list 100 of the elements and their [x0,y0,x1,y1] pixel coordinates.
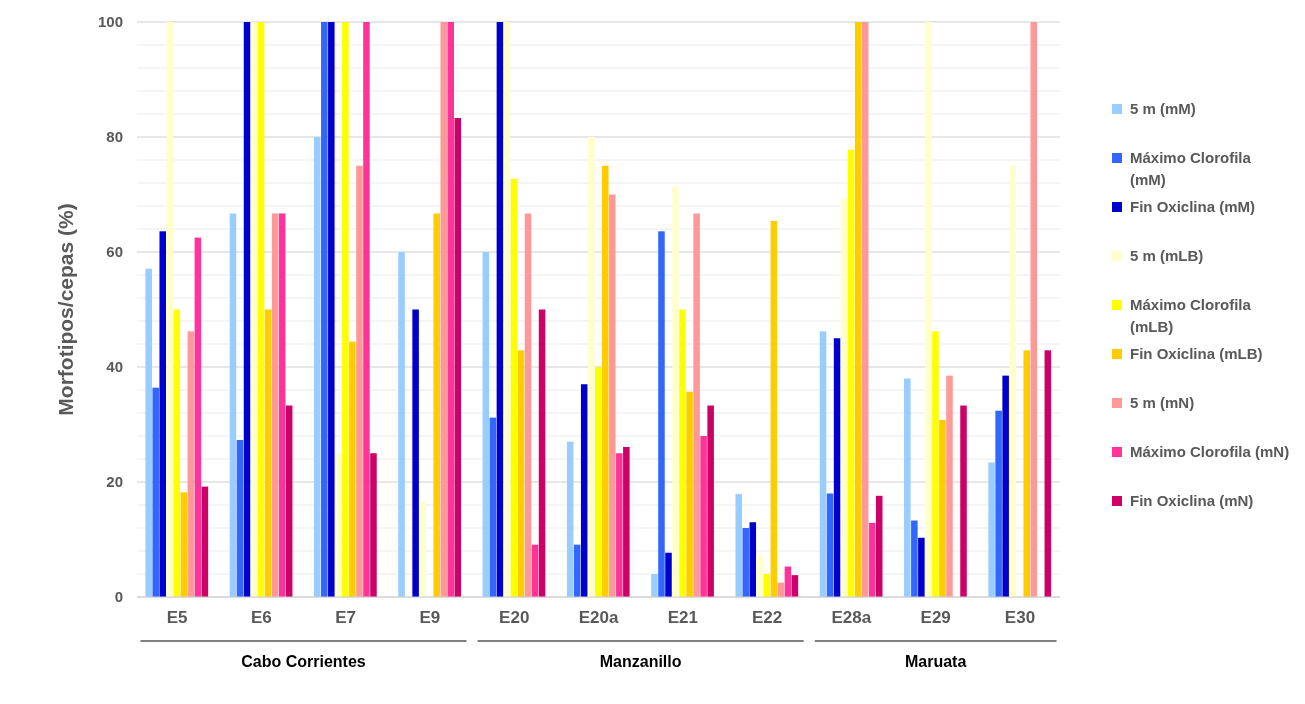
bar [236,440,244,597]
legend-label: Fin Oxiclina (mN) [1130,492,1254,509]
bar [152,387,159,597]
bar [602,165,609,597]
bar [1030,22,1038,597]
bar [911,520,918,597]
bar [447,22,454,597]
bar [686,391,693,597]
bar [166,22,174,597]
bar [159,231,166,597]
bar [749,522,757,597]
legend-label: Fin Oxiclina (mM) [1130,198,1256,215]
bar [875,495,883,597]
bar [995,410,1002,597]
bar [840,199,848,597]
bar [187,331,195,597]
bar [229,213,237,597]
bar [580,384,588,597]
bar [1044,350,1052,597]
bar [932,331,939,597]
x-tick-label: E5 [166,608,188,628]
bar [370,453,377,597]
bar [419,500,426,597]
bar [700,436,707,597]
bar [517,350,525,597]
bar [180,492,188,597]
bar [679,309,686,597]
bar [573,544,581,597]
bar [616,453,623,597]
bar [194,237,202,597]
bar [503,22,511,597]
bar [314,137,321,597]
bar [833,338,841,597]
bar [1023,350,1030,597]
bar [328,22,335,597]
bar [1009,165,1016,597]
bar [524,213,532,597]
bar [707,405,714,597]
bar [988,462,995,597]
bar [854,22,862,597]
bar [342,22,349,597]
bar [939,419,946,597]
bar [489,417,497,597]
bar [173,309,181,597]
bar [412,309,419,597]
bar [868,522,876,597]
legend-label: Máximo Clorofila (mN) [1130,443,1290,460]
y-tick-label: 80 [106,128,123,146]
bar [321,22,328,597]
y-tick-label: 60 [106,243,123,261]
bar [594,367,602,597]
bar [201,486,209,597]
y-tick-label: 0 [114,588,123,606]
legend-label: Fin Oxiclina (mLB) [1130,345,1263,362]
bar [531,544,539,597]
bar [243,22,251,597]
bar [861,22,869,597]
bar [693,213,700,597]
bar [433,213,440,597]
bar [145,268,152,597]
bar [398,252,405,597]
y-tick-label: 20 [106,473,123,491]
bar [826,493,834,597]
bar [651,574,658,597]
bar [960,405,967,597]
y-tick-label: 40 [106,358,123,376]
bar [1002,375,1009,597]
bar [264,309,272,597]
bar [946,375,953,597]
bar [335,453,342,597]
bar [496,22,504,597]
bar [278,213,286,597]
bar [250,22,258,597]
bar [742,528,750,597]
bar [587,137,595,597]
bar [770,220,778,597]
bar [538,309,546,597]
x-tick-label: E20a [578,608,619,628]
bar [510,178,518,597]
x-tick-label: E21 [667,608,698,628]
bar [285,405,293,597]
bar [918,537,925,597]
x-tick-label: E22 [751,608,783,628]
bar [904,378,911,597]
x-tick-label: E9 [419,608,441,628]
bar [566,441,574,597]
legend-label: 5 m (mM) [1130,100,1196,117]
x-tick-label: E7 [335,608,357,628]
bar [271,213,279,597]
x-tick-label: E20 [499,608,530,628]
x-tick-label: E29 [920,608,951,628]
y-axis-title: Morfotipos/cepas (%) [54,203,77,416]
text: Cabo Corrientes [241,653,366,670]
bar [925,22,932,597]
bar [440,22,447,597]
bar [658,231,665,597]
bar [665,552,672,597]
text: Manzanillo [599,653,682,670]
x-tick-label: E6 [250,608,272,628]
bar [349,341,356,597]
